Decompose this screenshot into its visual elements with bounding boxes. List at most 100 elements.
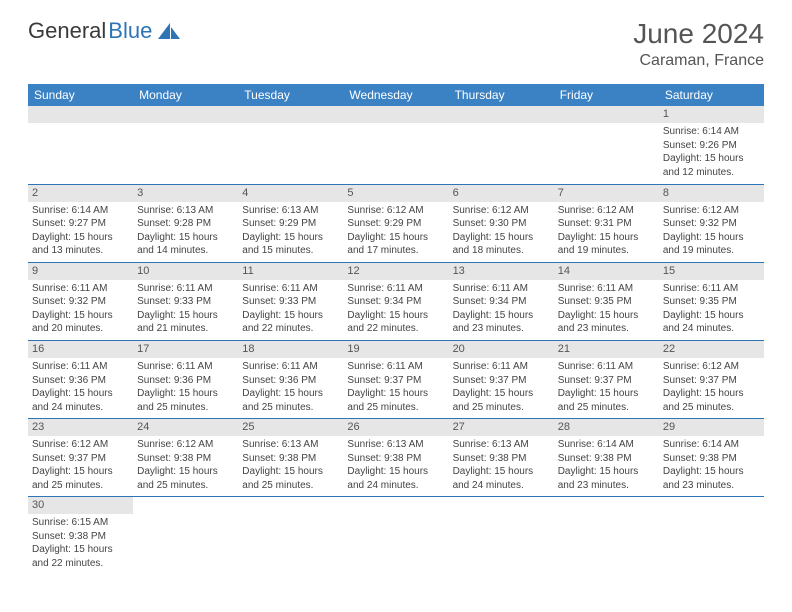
day-number: 8: [659, 185, 764, 202]
calendar-cell: 5Sunrise: 6:12 AMSunset: 9:29 PMDaylight…: [343, 184, 448, 262]
day-content: Sunrise: 6:11 AMSunset: 9:34 PMDaylight:…: [449, 280, 554, 340]
day-content: Sunrise: 6:14 AMSunset: 9:38 PMDaylight:…: [659, 436, 764, 496]
calendar-row: 23Sunrise: 6:12 AMSunset: 9:37 PMDayligh…: [28, 419, 764, 497]
day-content: Sunrise: 6:11 AMSunset: 9:34 PMDaylight:…: [343, 280, 448, 340]
day-content: Sunrise: 6:11 AMSunset: 9:36 PMDaylight:…: [133, 358, 238, 418]
calendar: Sunday Monday Tuesday Wednesday Thursday…: [28, 84, 764, 575]
location: Caraman, France: [633, 52, 764, 70]
logo-text-1: General: [28, 18, 106, 44]
weekday-header: Tuesday: [238, 84, 343, 106]
day-content: Sunrise: 6:14 AMSunset: 9:26 PMDaylight:…: [659, 123, 764, 183]
calendar-cell: 2Sunrise: 6:14 AMSunset: 9:27 PMDaylight…: [28, 184, 133, 262]
day-content: Sunrise: 6:15 AMSunset: 9:38 PMDaylight:…: [28, 514, 133, 574]
day-number: 2: [28, 185, 133, 202]
day-number: 18: [238, 341, 343, 358]
day-number: 28: [554, 419, 659, 436]
calendar-cell: 25Sunrise: 6:13 AMSunset: 9:38 PMDayligh…: [238, 419, 343, 497]
day-content: Sunrise: 6:11 AMSunset: 9:37 PMDaylight:…: [449, 358, 554, 418]
day-number: 21: [554, 341, 659, 358]
day-number: 23: [28, 419, 133, 436]
day-number: 9: [28, 263, 133, 280]
day-number: 27: [449, 419, 554, 436]
day-number-empty: [238, 106, 343, 123]
calendar-cell: 19Sunrise: 6:11 AMSunset: 9:37 PMDayligh…: [343, 340, 448, 418]
day-number: 25: [238, 419, 343, 436]
calendar-body: 1Sunrise: 6:14 AMSunset: 9:26 PMDaylight…: [28, 106, 764, 575]
calendar-cell: 23Sunrise: 6:12 AMSunset: 9:37 PMDayligh…: [28, 419, 133, 497]
calendar-cell: 17Sunrise: 6:11 AMSunset: 9:36 PMDayligh…: [133, 340, 238, 418]
day-content: Sunrise: 6:14 AMSunset: 9:38 PMDaylight:…: [554, 436, 659, 496]
day-content: Sunrise: 6:11 AMSunset: 9:35 PMDaylight:…: [659, 280, 764, 340]
calendar-cell: 21Sunrise: 6:11 AMSunset: 9:37 PMDayligh…: [554, 340, 659, 418]
calendar-row: 2Sunrise: 6:14 AMSunset: 9:27 PMDaylight…: [28, 184, 764, 262]
day-content: Sunrise: 6:13 AMSunset: 9:38 PMDaylight:…: [238, 436, 343, 496]
calendar-cell: 9Sunrise: 6:11 AMSunset: 9:32 PMDaylight…: [28, 262, 133, 340]
calendar-cell: 8Sunrise: 6:12 AMSunset: 9:32 PMDaylight…: [659, 184, 764, 262]
day-content: Sunrise: 6:11 AMSunset: 9:37 PMDaylight:…: [343, 358, 448, 418]
day-content: Sunrise: 6:12 AMSunset: 9:30 PMDaylight:…: [449, 202, 554, 262]
calendar-cell: [238, 106, 343, 184]
calendar-cell: 18Sunrise: 6:11 AMSunset: 9:36 PMDayligh…: [238, 340, 343, 418]
calendar-cell: 27Sunrise: 6:13 AMSunset: 9:38 PMDayligh…: [449, 419, 554, 497]
calendar-cell: 24Sunrise: 6:12 AMSunset: 9:38 PMDayligh…: [133, 419, 238, 497]
day-number: 14: [554, 263, 659, 280]
day-number-empty: [28, 106, 133, 123]
month-year: June 2024: [633, 18, 764, 50]
day-number: 13: [449, 263, 554, 280]
day-number-empty: [133, 106, 238, 123]
calendar-cell: [238, 497, 343, 575]
calendar-row: 16Sunrise: 6:11 AMSunset: 9:36 PMDayligh…: [28, 340, 764, 418]
day-number: 22: [659, 341, 764, 358]
day-content: Sunrise: 6:12 AMSunset: 9:38 PMDaylight:…: [133, 436, 238, 496]
day-content: Sunrise: 6:12 AMSunset: 9:37 PMDaylight:…: [28, 436, 133, 496]
calendar-cell: 12Sunrise: 6:11 AMSunset: 9:34 PMDayligh…: [343, 262, 448, 340]
logo-text-2: Blue: [108, 18, 152, 44]
calendar-cell: 7Sunrise: 6:12 AMSunset: 9:31 PMDaylight…: [554, 184, 659, 262]
day-number: 5: [343, 185, 448, 202]
day-number: 12: [343, 263, 448, 280]
day-content: Sunrise: 6:11 AMSunset: 9:33 PMDaylight:…: [238, 280, 343, 340]
header: GeneralBlue June 2024 Caraman, France: [0, 0, 792, 78]
calendar-row: 1Sunrise: 6:14 AMSunset: 9:26 PMDaylight…: [28, 106, 764, 184]
day-content: Sunrise: 6:13 AMSunset: 9:28 PMDaylight:…: [133, 202, 238, 262]
weekday-header: Sunday: [28, 84, 133, 106]
day-number: 17: [133, 341, 238, 358]
day-content: Sunrise: 6:13 AMSunset: 9:29 PMDaylight:…: [238, 202, 343, 262]
day-number-empty: [554, 106, 659, 123]
day-content: Sunrise: 6:12 AMSunset: 9:31 PMDaylight:…: [554, 202, 659, 262]
day-content: Sunrise: 6:12 AMSunset: 9:32 PMDaylight:…: [659, 202, 764, 262]
weekday-header: Friday: [554, 84, 659, 106]
calendar-cell: [554, 106, 659, 184]
calendar-cell: [343, 497, 448, 575]
weekday-header: Wednesday: [343, 84, 448, 106]
day-content: Sunrise: 6:12 AMSunset: 9:37 PMDaylight:…: [659, 358, 764, 418]
calendar-cell: 3Sunrise: 6:13 AMSunset: 9:28 PMDaylight…: [133, 184, 238, 262]
calendar-cell: 13Sunrise: 6:11 AMSunset: 9:34 PMDayligh…: [449, 262, 554, 340]
day-content: Sunrise: 6:11 AMSunset: 9:32 PMDaylight:…: [28, 280, 133, 340]
calendar-cell: [449, 106, 554, 184]
day-number: 20: [449, 341, 554, 358]
title-block: June 2024 Caraman, France: [633, 18, 764, 70]
day-number-empty: [449, 106, 554, 123]
logo: GeneralBlue: [28, 18, 182, 44]
day-number: 15: [659, 263, 764, 280]
day-number: 29: [659, 419, 764, 436]
day-content: Sunrise: 6:11 AMSunset: 9:33 PMDaylight:…: [133, 280, 238, 340]
weekday-header: Thursday: [449, 84, 554, 106]
calendar-cell: [554, 497, 659, 575]
day-number-empty: [343, 106, 448, 123]
day-number: 7: [554, 185, 659, 202]
day-number: 19: [343, 341, 448, 358]
calendar-cell: 4Sunrise: 6:13 AMSunset: 9:29 PMDaylight…: [238, 184, 343, 262]
day-number: 26: [343, 419, 448, 436]
calendar-cell: 16Sunrise: 6:11 AMSunset: 9:36 PMDayligh…: [28, 340, 133, 418]
day-content: Sunrise: 6:14 AMSunset: 9:27 PMDaylight:…: [28, 202, 133, 262]
day-content: Sunrise: 6:11 AMSunset: 9:35 PMDaylight:…: [554, 280, 659, 340]
calendar-cell: 10Sunrise: 6:11 AMSunset: 9:33 PMDayligh…: [133, 262, 238, 340]
calendar-cell: 6Sunrise: 6:12 AMSunset: 9:30 PMDaylight…: [449, 184, 554, 262]
day-number: 3: [133, 185, 238, 202]
day-content: Sunrise: 6:11 AMSunset: 9:36 PMDaylight:…: [238, 358, 343, 418]
weekday-header: Saturday: [659, 84, 764, 106]
calendar-cell: [659, 497, 764, 575]
day-number: 30: [28, 497, 133, 514]
